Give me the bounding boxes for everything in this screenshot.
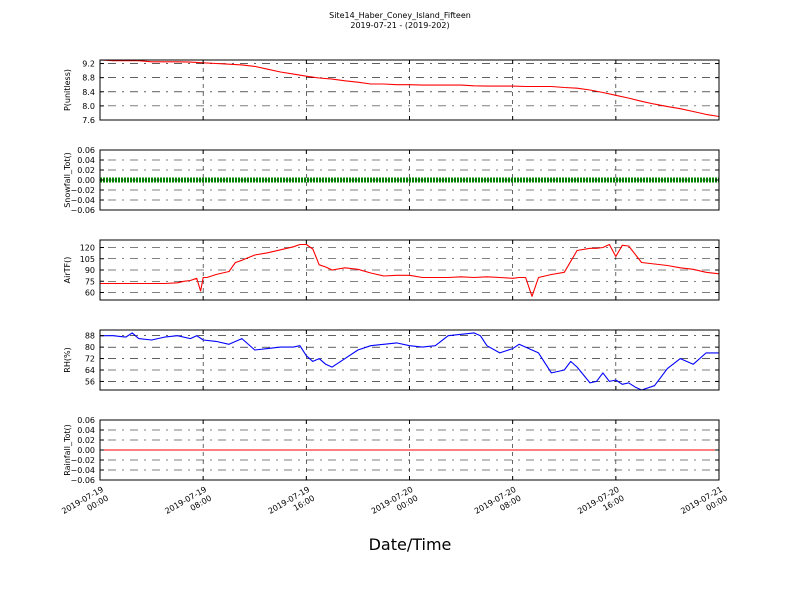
y-tick-label: 0.04 — [77, 426, 95, 435]
y-axis-label: Snowfall_Tot() — [63, 152, 72, 208]
y-tick-label: 0.02 — [77, 436, 95, 445]
y-tick-label: 7.6 — [82, 116, 95, 125]
y-axis-label: Rainfall_Tot() — [63, 424, 72, 476]
y-tick-label: 8.8 — [82, 74, 95, 83]
y-tick-label: −0.02 — [70, 186, 95, 195]
y-tick-label: −0.06 — [70, 206, 95, 215]
y-tick-label: 90 — [85, 266, 95, 275]
y-axis-label: AirTF() — [63, 257, 72, 284]
y-tick-label: 0.04 — [77, 156, 95, 165]
y-tick-label: 75 — [85, 277, 95, 286]
series-line — [100, 332, 719, 391]
figure-title: Site14_Haber_Coney_Island_Fifteen — [329, 11, 471, 20]
y-tick-label: −0.04 — [70, 196, 95, 205]
y-tick-label: 60 — [85, 289, 95, 298]
figure-subtitle: 2019-07-21 - (2019-202) — [350, 21, 450, 30]
x-axis-label: Date/Time — [368, 535, 452, 554]
y-tick-label: 8.4 — [82, 88, 95, 97]
y-tick-label: 9.2 — [82, 60, 95, 69]
y-tick-label: 0.00 — [77, 446, 95, 455]
y-tick-label: −0.02 — [70, 456, 95, 465]
y-tick-label: 0.00 — [77, 176, 95, 185]
y-tick-label: 0.06 — [77, 146, 95, 155]
y-tick-label: 64 — [85, 366, 95, 375]
y-tick-label: 72 — [85, 355, 95, 364]
y-tick-label: 105 — [80, 255, 95, 264]
y-tick-label: −0.06 — [70, 476, 95, 485]
y-tick-label: 0.02 — [77, 166, 95, 175]
y-tick-label: 120 — [80, 244, 95, 253]
y-tick-label: −0.04 — [70, 466, 95, 475]
y-tick-label: 56 — [85, 377, 95, 386]
series-line — [100, 243, 720, 297]
y-tick-label: 0.06 — [77, 416, 95, 425]
y-tick-label: 8.0 — [82, 102, 95, 111]
y-axis-label: P(unitless) — [63, 69, 72, 111]
y-tick-label: 88 — [85, 332, 95, 341]
y-axis-label: RH(%) — [63, 347, 72, 372]
y-tick-label: 80 — [85, 343, 95, 352]
